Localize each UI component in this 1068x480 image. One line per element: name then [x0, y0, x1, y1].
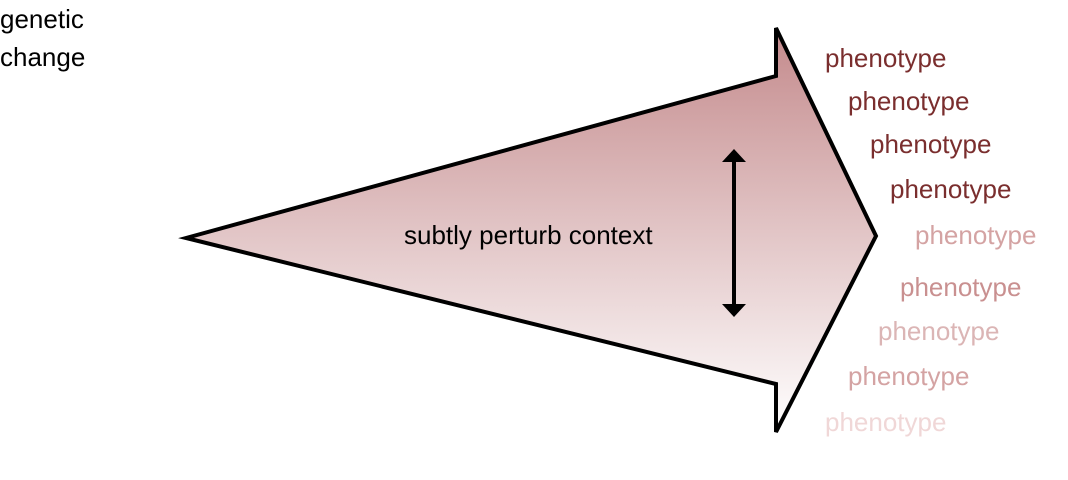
phenotype-label-7: phenotype — [878, 316, 1000, 346]
perturb-context-label: subtly perturb context — [404, 220, 653, 250]
phenotype-label-6: phenotype — [900, 272, 1022, 302]
phenotype-label-8: phenotype — [848, 361, 970, 391]
phenotype-label-9: phenotype — [825, 407, 947, 437]
source-label-line1: genetic — [0, 4, 84, 34]
wedge-arrow-shape — [178, 27, 879, 433]
double-headed-arrow-icon — [722, 149, 746, 317]
phenotype-label-5: phenotype — [915, 220, 1037, 250]
phenotype-label-1: phenotype — [825, 43, 947, 73]
genetic-change-label: genetic change — [0, 0, 1068, 76]
phenotype-label-3: phenotype — [870, 129, 992, 159]
source-label-line2: change — [0, 42, 86, 72]
phenotype-label-4: phenotype — [890, 174, 1012, 204]
phenotype-label-2: phenotype — [848, 86, 970, 116]
